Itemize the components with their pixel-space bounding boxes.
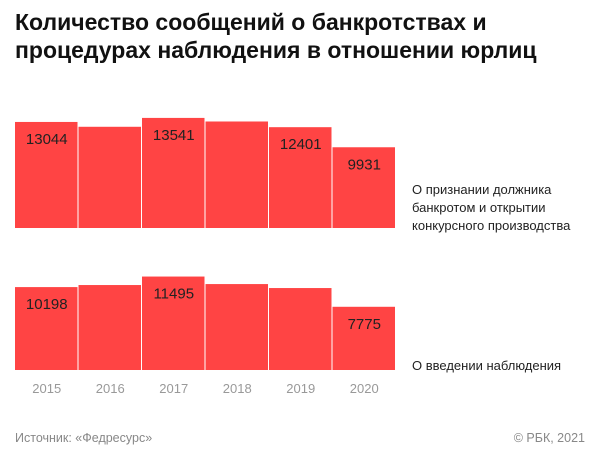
x-tick-label: 2019	[286, 381, 315, 396]
x-tick-label: 2016	[96, 381, 125, 396]
series-label-observation: О введении наблюдения	[412, 358, 562, 373]
bar-0-2017	[142, 117, 205, 228]
credit-note: © РБК, 2021	[513, 431, 585, 445]
bar-1-2015	[15, 287, 78, 370]
bar-0-2020	[332, 147, 395, 228]
bar-0-2019	[269, 127, 332, 228]
x-tick-label: 2015	[32, 381, 61, 396]
data-label: 11495	[153, 286, 194, 303]
bar-1-2017	[142, 276, 205, 370]
x-tick-label: 2018	[223, 381, 252, 396]
series-label-bankruptcy: О признании должника банкротом и открыти…	[412, 182, 571, 233]
data-label: 13044	[26, 131, 68, 148]
source-note: Источник: «Федресурс»	[15, 431, 153, 445]
chart-title: Количество сообщений о банкротствах и пр…	[15, 9, 537, 63]
bar-0-2015	[15, 121, 78, 228]
data-label: 9931	[348, 156, 381, 173]
data-label: 12401	[280, 136, 322, 153]
bar-1-2018	[205, 284, 268, 370]
bar-1-2020	[332, 306, 395, 370]
data-label: 13541	[153, 127, 195, 144]
bar-0-2018	[205, 121, 268, 228]
bar-1-2016	[78, 285, 141, 370]
data-label: 7775	[348, 316, 381, 333]
x-tick-label: 2020	[350, 381, 379, 396]
x-tick-label: 2017	[159, 381, 188, 396]
data-label: 10198	[26, 296, 68, 313]
bar-1-2019	[269, 288, 332, 370]
bar-0-2016	[78, 126, 141, 228]
